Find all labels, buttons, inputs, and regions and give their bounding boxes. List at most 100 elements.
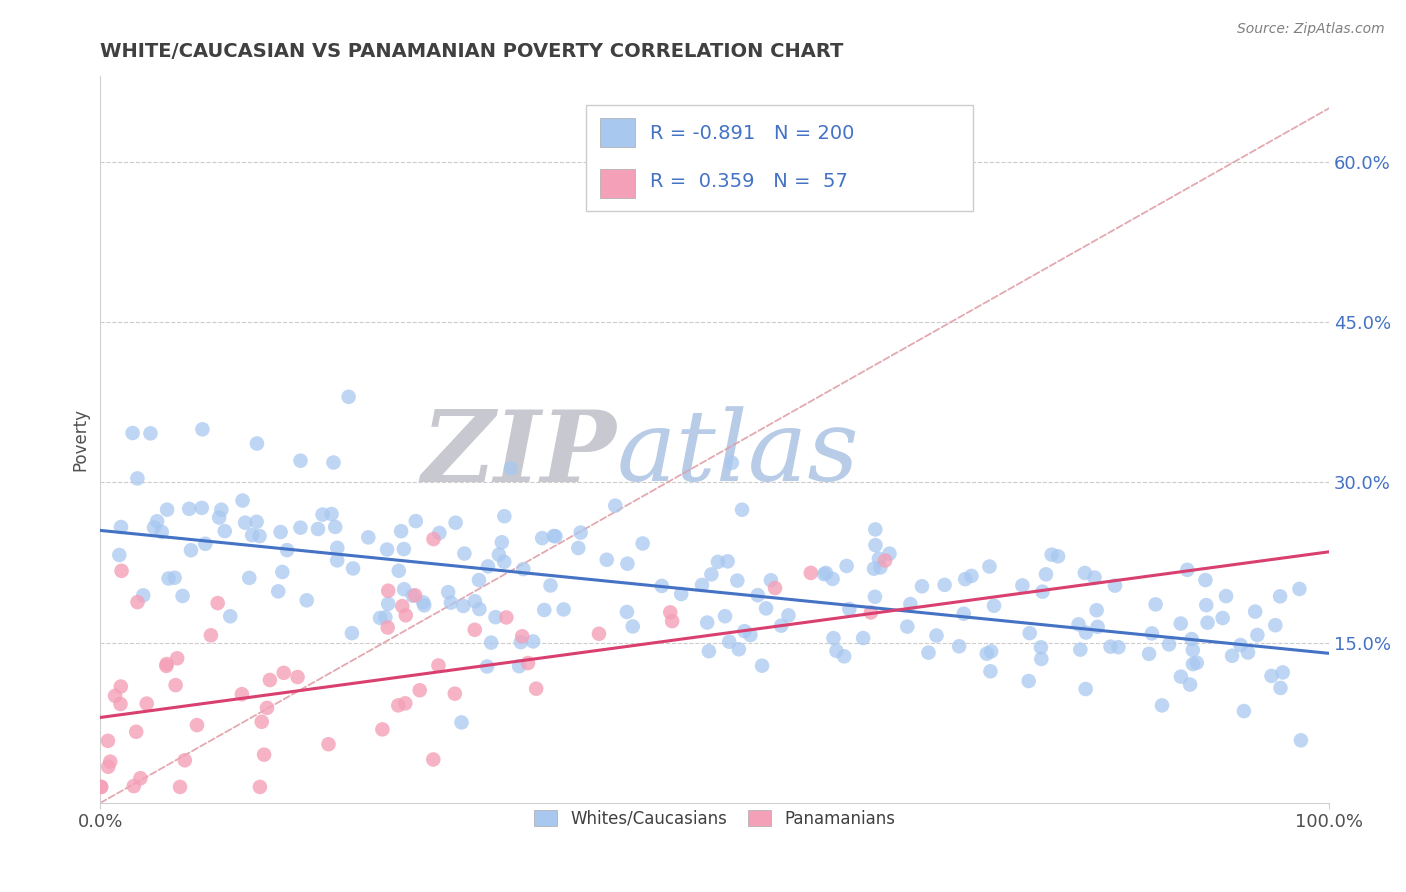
- Point: [207, 596, 229, 610]
- Point: [896, 619, 918, 633]
- Point: [731, 502, 754, 516]
- Point: [1031, 584, 1053, 599]
- Point: [1181, 643, 1204, 657]
- Point: [450, 715, 472, 730]
- Point: [494, 555, 516, 569]
- Point: [1194, 573, 1216, 587]
- Point: [814, 566, 837, 580]
- Point: [179, 501, 201, 516]
- Point: [1074, 681, 1097, 696]
- Point: [453, 547, 475, 561]
- Point: [1212, 611, 1234, 625]
- Point: [979, 559, 1001, 574]
- Point: [249, 780, 271, 794]
- Point: [983, 599, 1005, 613]
- Point: [110, 680, 132, 694]
- Point: [512, 562, 534, 576]
- Point: [90, 780, 112, 794]
- Point: [340, 626, 363, 640]
- Point: [1229, 638, 1251, 652]
- Point: [267, 584, 290, 599]
- Point: [402, 589, 425, 603]
- Point: [543, 529, 565, 543]
- Point: [770, 618, 793, 632]
- Point: [342, 561, 364, 575]
- Point: [499, 461, 522, 475]
- Point: [605, 499, 627, 513]
- Point: [121, 425, 143, 440]
- Point: [1074, 566, 1097, 580]
- Point: [311, 508, 333, 522]
- Point: [122, 779, 145, 793]
- Point: [1067, 617, 1090, 632]
- Point: [1185, 656, 1208, 670]
- Point: [464, 623, 486, 637]
- Point: [980, 644, 1002, 658]
- Point: [427, 526, 450, 541]
- Point: [488, 548, 510, 562]
- Point: [718, 634, 741, 648]
- Text: Source: ZipAtlas.com: Source: ZipAtlas.com: [1237, 22, 1385, 37]
- Point: [491, 535, 513, 549]
- Point: [869, 560, 891, 574]
- Point: [156, 502, 179, 516]
- Point: [180, 543, 202, 558]
- Point: [90, 780, 112, 794]
- Point: [540, 578, 562, 592]
- Point: [863, 590, 886, 604]
- Point: [98, 755, 121, 769]
- Point: [387, 698, 409, 713]
- Point: [734, 624, 756, 639]
- Point: [517, 656, 540, 670]
- Point: [191, 500, 214, 515]
- Point: [110, 697, 132, 711]
- Point: [250, 714, 273, 729]
- Point: [464, 594, 486, 608]
- Point: [495, 610, 517, 624]
- Point: [588, 627, 610, 641]
- Point: [1018, 626, 1040, 640]
- Point: [1104, 578, 1126, 592]
- Point: [522, 634, 544, 648]
- Point: [375, 542, 398, 557]
- Legend: Whites/Caucasians, Panamanians: Whites/Caucasians, Panamanians: [527, 804, 903, 835]
- Point: [273, 665, 295, 680]
- Point: [832, 649, 855, 664]
- Point: [533, 603, 555, 617]
- Point: [143, 520, 166, 534]
- Point: [952, 607, 974, 621]
- Y-axis label: Poverty: Poverty: [72, 408, 89, 471]
- Point: [388, 564, 411, 578]
- Point: [443, 687, 465, 701]
- Point: [404, 588, 426, 602]
- Point: [392, 542, 415, 557]
- Point: [200, 628, 222, 642]
- Point: [800, 566, 823, 580]
- Point: [868, 551, 890, 566]
- Point: [1083, 570, 1105, 584]
- Point: [233, 516, 256, 530]
- Point: [307, 522, 329, 536]
- Point: [232, 493, 254, 508]
- Point: [194, 537, 217, 551]
- Point: [409, 683, 432, 698]
- Point: [412, 595, 434, 609]
- Point: [898, 597, 921, 611]
- Point: [1220, 648, 1243, 663]
- Point: [290, 453, 312, 467]
- Point: [616, 557, 638, 571]
- Point: [453, 599, 475, 613]
- Point: [127, 471, 149, 485]
- Point: [531, 531, 554, 545]
- Point: [1288, 582, 1310, 596]
- Bar: [600, 169, 636, 198]
- Point: [1197, 615, 1219, 630]
- Point: [1029, 640, 1052, 655]
- Point: [468, 573, 491, 587]
- Point: [1157, 637, 1180, 651]
- Point: [246, 515, 269, 529]
- Point: [208, 510, 231, 524]
- Point: [1268, 590, 1291, 604]
- Point: [1087, 620, 1109, 634]
- Point: [1137, 647, 1160, 661]
